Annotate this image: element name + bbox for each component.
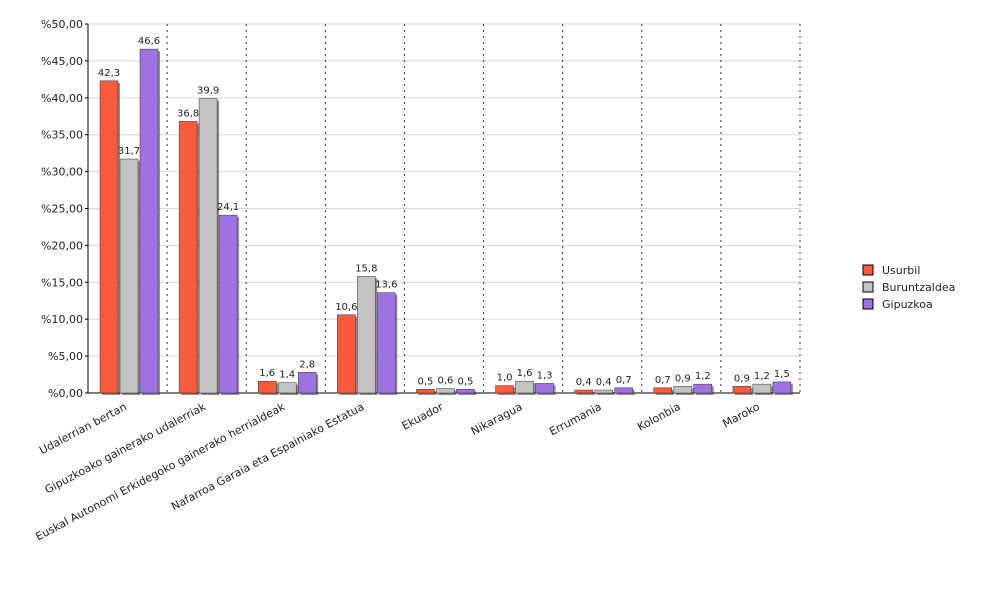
value-label: 24,1 — [217, 202, 239, 213]
value-label: 15,8 — [355, 263, 377, 274]
value-label: 31,7 — [118, 146, 140, 157]
bar — [693, 383, 713, 394]
bar — [337, 314, 356, 394]
x-tick-label: Kolonbia — [635, 400, 683, 434]
value-label: 1,3 — [537, 370, 553, 381]
bar — [218, 214, 238, 394]
legend-label: Usurbil — [882, 264, 920, 277]
legend-label: Gipuzkoa — [882, 298, 933, 311]
bar — [495, 385, 514, 394]
x-tick-label: Nikaragua — [469, 400, 525, 438]
y-tick-label: %35,00 — [41, 129, 83, 142]
y-tick-label: %10,00 — [41, 313, 83, 326]
value-label: 39,9 — [197, 86, 219, 97]
bar — [277, 382, 297, 394]
y-tick-label: %45,00 — [41, 55, 83, 68]
bar — [119, 158, 139, 394]
bar — [257, 380, 277, 394]
value-label: 0,4 — [596, 377, 612, 388]
bar — [456, 389, 475, 394]
y-tick-label: %30,00 — [41, 166, 83, 179]
bar — [653, 387, 673, 394]
legend-swatch — [862, 281, 874, 293]
bar — [772, 381, 792, 394]
bar — [297, 372, 317, 394]
bar — [535, 383, 554, 394]
bar — [614, 387, 633, 394]
y-tick-label: %0,00 — [48, 387, 83, 400]
value-label: 2,8 — [299, 359, 315, 370]
value-label: 0,6 — [437, 376, 453, 387]
legend-swatch — [862, 298, 874, 310]
value-label: 1,2 — [754, 371, 770, 382]
y-tick-label: %20,00 — [41, 239, 83, 252]
value-label: 0,5 — [417, 376, 433, 387]
bar — [377, 292, 396, 394]
value-label: 0,7 — [616, 375, 632, 386]
bar — [198, 98, 218, 394]
value-label: 0,7 — [655, 375, 671, 386]
value-label: 1,5 — [774, 369, 790, 380]
value-label: 1,6 — [517, 368, 533, 379]
bar — [752, 383, 772, 394]
legend-swatch — [862, 264, 874, 276]
bar — [574, 389, 593, 394]
bar-shadow — [576, 392, 595, 395]
x-tick-label: Ekuador — [400, 400, 446, 433]
bar-shadow — [596, 392, 615, 395]
y-tick-label: %5,00 — [48, 350, 83, 363]
value-label: 0,5 — [457, 376, 473, 387]
bar — [732, 386, 752, 394]
bar — [594, 389, 613, 394]
bar — [436, 388, 455, 394]
y-tick-label: %25,00 — [41, 203, 83, 216]
bar — [416, 389, 435, 394]
bar — [673, 386, 693, 394]
y-tick-label: %50,00 — [41, 18, 83, 31]
value-label: 1,0 — [497, 373, 513, 384]
bar — [139, 48, 159, 394]
x-tick-label: Errumania — [547, 400, 603, 438]
bar — [357, 276, 376, 394]
y-tick-label: %15,00 — [41, 276, 83, 289]
legend-label: Buruntzaldea — [882, 281, 955, 294]
value-label: 13,6 — [375, 280, 397, 291]
value-label: 0,4 — [576, 377, 592, 388]
bar — [178, 121, 198, 394]
value-label: 10,6 — [335, 302, 357, 313]
value-label: 42,3 — [98, 68, 120, 79]
value-label: 1,2 — [695, 371, 711, 382]
value-label: 36,8 — [177, 108, 199, 119]
value-label: 1,4 — [279, 370, 295, 381]
value-label: 1,6 — [259, 368, 275, 379]
value-label: 0,9 — [734, 373, 750, 384]
value-label: 0,9 — [675, 373, 691, 384]
x-tick-label: Maroko — [720, 400, 762, 430]
value-label: 46,6 — [138, 36, 160, 47]
y-tick-label: %40,00 — [41, 92, 83, 105]
bar — [99, 80, 119, 394]
bar — [515, 380, 534, 394]
